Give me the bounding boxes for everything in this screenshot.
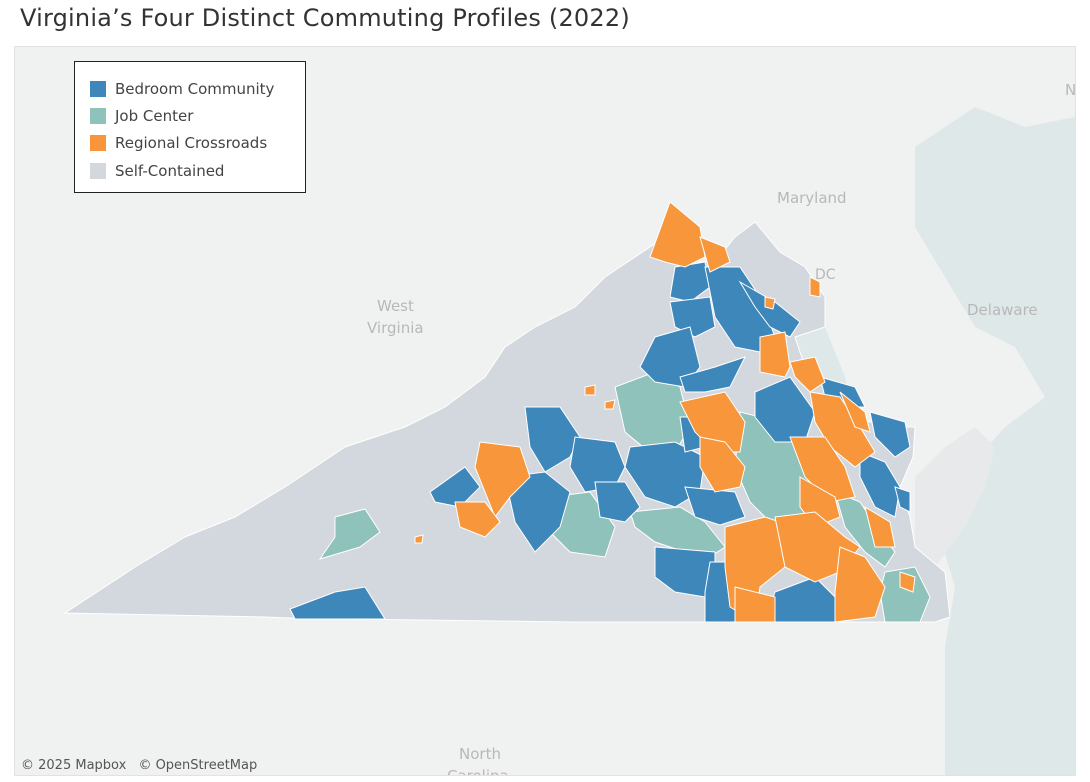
region-bedroom-community xyxy=(504,471,571,553)
region-regional-crossroads xyxy=(474,441,531,519)
label-west-virginia-1: West xyxy=(377,297,414,315)
legend-swatch xyxy=(90,107,106,124)
legend-label: Job Center xyxy=(115,106,194,125)
region-regional-crossroads xyxy=(899,571,916,593)
legend-label: Bedroom Community xyxy=(115,79,275,98)
virginia-map[interactable]: Maryland DC West Virginia Delaware North… xyxy=(15,47,1075,775)
region-bedroom-community xyxy=(669,296,716,338)
region-job-center xyxy=(318,508,381,560)
region-regional-crossroads xyxy=(604,399,616,410)
region-regional-crossroads xyxy=(764,296,776,310)
region-bedroom-community xyxy=(669,261,711,303)
legend[interactable]: Bedroom Community Job Center Regional Cr… xyxy=(74,61,306,193)
label-delaware: Delaware xyxy=(967,301,1038,319)
map-canvas[interactable]: Maryland DC West Virginia Delaware North… xyxy=(14,46,1076,776)
legend-swatch xyxy=(90,162,106,179)
region-regional-crossroads xyxy=(759,331,791,378)
legend-item-regional-crossroads[interactable]: Regional Crossroads xyxy=(90,130,305,157)
label-dc: DC xyxy=(815,267,836,283)
region-bedroom-community xyxy=(289,586,386,620)
legend-swatch xyxy=(90,80,106,97)
region-regional-crossroads xyxy=(699,236,731,273)
region-bedroom-community xyxy=(679,356,746,393)
legend-item-self-contained[interactable]: Self-Contained xyxy=(90,157,305,184)
label-maryland: Maryland xyxy=(777,189,847,207)
region-bedroom-community xyxy=(894,486,911,513)
legend-item-job-center[interactable]: Job Center xyxy=(90,102,305,129)
label-edge-letter: N xyxy=(1065,81,1075,99)
region-bedroom-community xyxy=(738,280,801,338)
region-regional-crossroads xyxy=(649,201,706,268)
region-bedroom-community xyxy=(524,406,581,473)
region-bedroom-community xyxy=(869,411,911,458)
map-attribution: © 2025 Mapbox © OpenStreetMap xyxy=(21,758,265,773)
region-regional-crossroads xyxy=(809,391,876,468)
region-bedroom-community xyxy=(859,451,901,518)
osm-attribution-link[interactable]: © OpenStreetMap xyxy=(138,758,258,773)
page-title: Virginia’s Four Distinct Commuting Profi… xyxy=(20,4,630,32)
region-regional-crossroads xyxy=(699,436,746,493)
label-west-virginia-2: Virginia xyxy=(367,319,424,337)
region-bedroom-community xyxy=(624,441,706,508)
region-bedroom-community xyxy=(684,486,746,526)
legend-label: Regional Crossroads xyxy=(115,134,268,153)
legend-item-bedroom-community[interactable]: Bedroom Community xyxy=(90,75,305,102)
region-regional-crossroads xyxy=(864,505,896,548)
region-bedroom-community xyxy=(594,481,641,523)
legend-swatch xyxy=(90,135,106,152)
region-regional-crossroads xyxy=(734,586,776,623)
region-regional-crossroads xyxy=(414,534,424,544)
region-regional-crossroads xyxy=(834,546,886,623)
region-job-center xyxy=(834,491,896,568)
region-regional-crossroads xyxy=(789,436,856,503)
label-north-carolina-2: Carolina xyxy=(447,767,509,775)
region-regional-crossroads xyxy=(584,384,596,396)
mapbox-attribution-link[interactable]: © 2025 Mapbox xyxy=(21,758,127,773)
region-regional-crossroads xyxy=(679,391,746,453)
region-regional-crossroads xyxy=(454,501,501,538)
label-north-carolina-1: North xyxy=(459,745,501,763)
region-regional-crossroads xyxy=(789,356,826,393)
region-bedroom-community xyxy=(429,466,481,508)
region-regional-crossroads xyxy=(809,276,821,298)
region-regional-crossroads xyxy=(839,391,871,433)
legend-label: Self-Contained xyxy=(115,161,225,180)
county-layer[interactable] xyxy=(63,201,951,623)
neighbor-states xyxy=(915,427,995,567)
